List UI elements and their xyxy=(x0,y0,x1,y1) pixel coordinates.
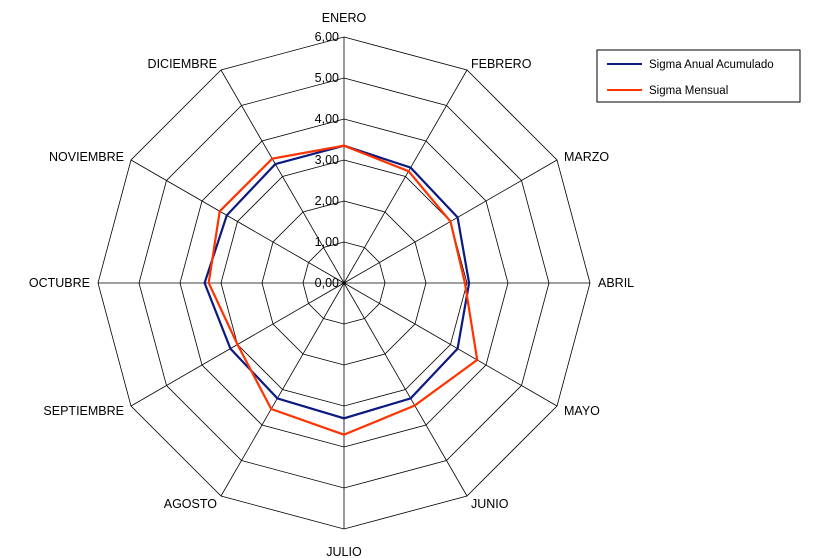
data-point xyxy=(413,404,416,407)
data-point xyxy=(449,220,452,223)
legend-label-sigma-anual: Sigma Anual Acumulado xyxy=(649,59,774,71)
spoke-line xyxy=(220,282,345,497)
series-line xyxy=(207,144,479,436)
tick-label: 2,00 xyxy=(315,194,339,208)
data-point xyxy=(270,408,273,410)
tick-label: 5,00 xyxy=(315,71,339,85)
radial-tick-labels: 0,00 1,00 2,00 3,00 4,00 5,00 6,00 xyxy=(315,30,339,290)
data-point xyxy=(407,170,410,172)
category-label: MARZO xyxy=(564,150,609,164)
data-point xyxy=(274,163,277,165)
data-point xyxy=(409,397,412,400)
tick-label: 4,00 xyxy=(315,112,339,126)
legend-label-sigma-mensual: Sigma Mensual xyxy=(649,85,728,97)
tick-label: 0,00 xyxy=(315,276,339,290)
data-point xyxy=(218,210,221,213)
radar-spokes xyxy=(98,37,590,529)
category-label: JUNIO xyxy=(471,497,509,511)
spoke-line xyxy=(343,282,558,407)
tick-label: 3,00 xyxy=(315,153,339,167)
data-point xyxy=(343,433,345,436)
data-point xyxy=(456,216,459,219)
data-point xyxy=(409,166,412,169)
data-point xyxy=(207,282,210,284)
spoke-line xyxy=(343,282,468,497)
spoke-line xyxy=(220,69,345,284)
category-label: ABRIL xyxy=(598,276,634,290)
data-point xyxy=(343,144,345,147)
data-point xyxy=(271,157,274,160)
spoke-line xyxy=(130,159,345,284)
legend-box xyxy=(596,49,801,103)
data-point xyxy=(464,282,466,284)
category-label: NOVIEMBRE xyxy=(49,150,124,164)
category-label: MAYO xyxy=(564,404,600,418)
legend: Sigma Anual Acumulado Sigma Mensual xyxy=(596,49,801,103)
data-point xyxy=(456,347,459,350)
series-lines xyxy=(203,144,479,436)
data-point xyxy=(229,347,232,350)
category-label: DICIEMBRE xyxy=(148,57,217,71)
data-point xyxy=(236,343,239,346)
data-point xyxy=(476,359,479,361)
data-point xyxy=(343,417,345,420)
tick-label: 1,00 xyxy=(315,235,339,249)
category-label: FEBRERO xyxy=(471,57,532,71)
data-point xyxy=(276,397,279,400)
data-point xyxy=(226,214,228,217)
category-label: ENERO xyxy=(322,11,367,25)
category-label: JULIO xyxy=(326,545,362,558)
data-point xyxy=(468,282,470,284)
category-label: AGOSTO xyxy=(164,497,218,511)
tick-label: 6,00 xyxy=(315,30,339,44)
category-label: SEPTIEMBRE xyxy=(43,404,124,418)
category-labels: ENERO FEBRERO MARZO ABRIL MAYO JUNIO JULIO AGOS… xyxy=(29,11,634,558)
category-label: OCTUBRE xyxy=(29,276,90,290)
spoke-line xyxy=(343,69,468,284)
data-point xyxy=(203,282,206,284)
